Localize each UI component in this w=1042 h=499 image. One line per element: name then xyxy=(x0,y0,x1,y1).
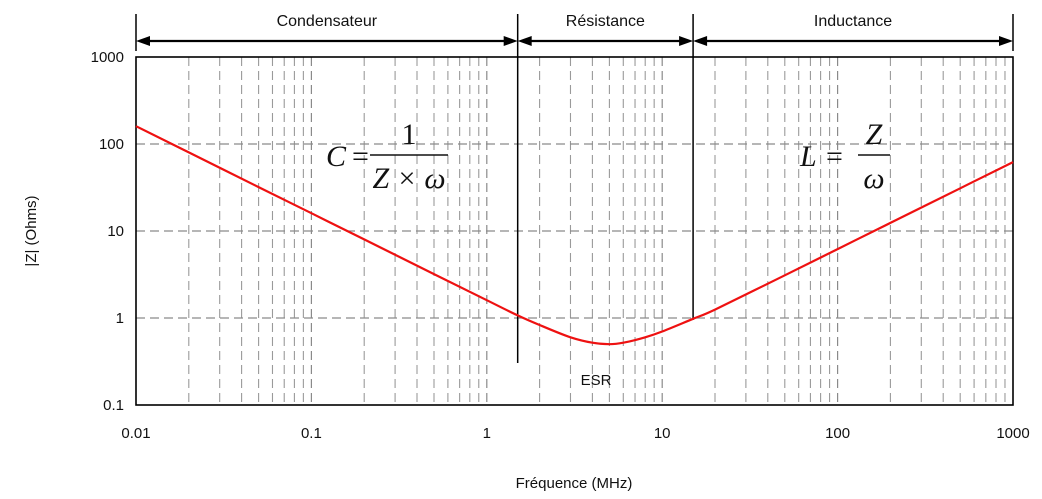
y-tick-label: 0.1 xyxy=(103,397,124,414)
y-axis-title: |Z| (Ohms) xyxy=(23,195,40,266)
formula-inductance: L = Z ω xyxy=(799,118,890,195)
esr-label: ESR xyxy=(581,372,612,389)
x-tick-label: 1000 xyxy=(996,425,1029,442)
x-axis-title: Fréquence (MHz) xyxy=(516,475,633,492)
formula-c-denominator: Z × ω xyxy=(372,162,445,195)
impedance-curve xyxy=(135,125,1014,346)
formula-capacitance: C = 1 Z × ω xyxy=(326,118,448,195)
formula-l-denominator: ω xyxy=(863,162,884,195)
region-arrowhead-right xyxy=(999,36,1013,46)
y-tick-label: 10 xyxy=(107,223,124,240)
region-arrowhead-left xyxy=(517,36,532,46)
region-label: Résistance xyxy=(566,13,645,30)
y-tick-label: 1000 xyxy=(91,49,124,66)
region-arrowhead-right xyxy=(503,36,518,46)
x-tick-label: 1 xyxy=(483,425,491,442)
region-label: Inductance xyxy=(814,13,892,30)
plot-frame xyxy=(135,56,1014,406)
region-label: Condensateur xyxy=(277,13,378,30)
y-tick-label: 1 xyxy=(116,310,124,327)
tick-labels: 0.01 0.1 1 10 100 1000 0.1 1 10 100 1000 xyxy=(91,49,1030,442)
region-bar: Condensateur Résistance Inductance xyxy=(135,13,1014,363)
x-tick-label: 0.1 xyxy=(301,425,322,442)
formula-l-lhs: L xyxy=(799,140,817,173)
region-arrowhead-left xyxy=(136,36,150,46)
x-tick-label: 0.01 xyxy=(121,425,150,442)
formula-c-eq: = xyxy=(352,140,369,173)
formula-c-numerator: 1 xyxy=(402,118,417,151)
y-tick-label: 100 xyxy=(99,136,124,153)
region-arrowhead-right xyxy=(679,36,694,46)
region-arrowhead-left xyxy=(693,36,708,46)
formula-l-eq: = xyxy=(826,140,843,173)
formula-l-numerator: Z xyxy=(866,118,883,151)
x-tick-label: 10 xyxy=(654,425,671,442)
grid xyxy=(136,57,1013,405)
x-tick-label: 100 xyxy=(825,425,850,442)
formula-c-lhs: C xyxy=(326,140,347,173)
